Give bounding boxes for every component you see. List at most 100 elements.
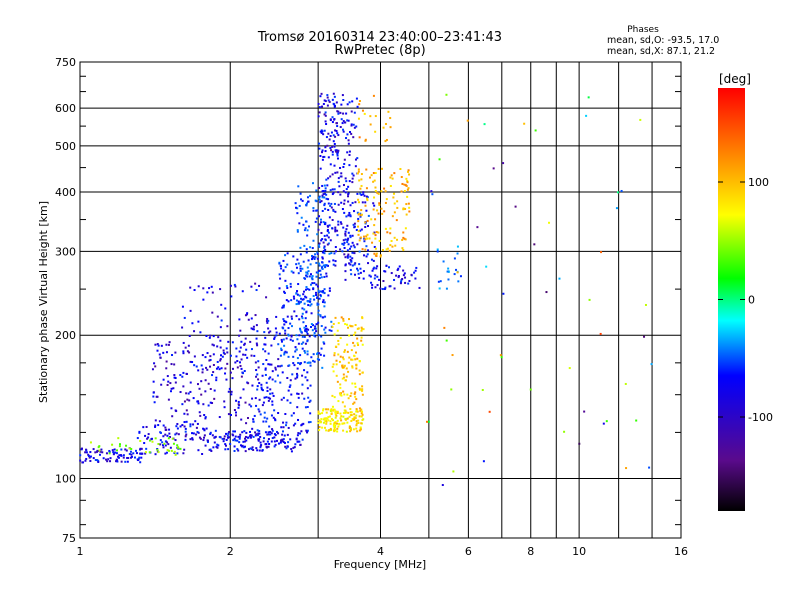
data-point xyxy=(258,438,261,441)
data-point xyxy=(151,368,154,371)
data-point xyxy=(296,376,299,379)
data-point xyxy=(395,274,398,277)
data-point xyxy=(301,392,304,395)
data-point xyxy=(320,239,323,242)
data-point xyxy=(300,198,303,201)
data-point xyxy=(343,409,346,412)
data-point xyxy=(274,366,277,369)
data-point xyxy=(184,430,187,433)
data-point xyxy=(216,360,219,363)
data-point xyxy=(284,279,287,282)
data-point xyxy=(307,200,310,203)
data-point xyxy=(436,248,439,251)
data-point xyxy=(327,236,330,239)
data-point xyxy=(79,454,82,457)
data-point xyxy=(276,374,279,377)
data-point xyxy=(443,326,446,329)
data-point xyxy=(328,289,331,292)
data-point xyxy=(96,450,99,453)
data-point xyxy=(324,146,327,149)
data-point xyxy=(383,288,386,291)
data-point xyxy=(321,316,324,319)
data-point xyxy=(327,132,330,135)
data-point xyxy=(502,162,505,165)
data-point xyxy=(351,181,354,184)
data-point xyxy=(322,421,325,424)
data-point xyxy=(306,379,309,382)
data-point xyxy=(624,382,627,385)
data-point xyxy=(349,236,352,239)
data-point xyxy=(336,110,339,113)
data-point xyxy=(217,336,220,339)
data-point xyxy=(275,315,278,318)
data-point xyxy=(236,439,239,442)
data-point xyxy=(360,228,363,231)
data-point xyxy=(403,237,406,240)
data-point xyxy=(360,408,363,411)
data-point xyxy=(353,354,356,357)
data-point xyxy=(308,225,311,228)
data-point xyxy=(354,201,357,204)
data-point xyxy=(325,411,328,414)
y-tick-label: 400 xyxy=(55,186,76,199)
data-point xyxy=(343,253,346,256)
data-point xyxy=(317,102,320,105)
data-point xyxy=(203,436,206,439)
data-point xyxy=(330,412,333,415)
data-point xyxy=(235,355,238,358)
data-point xyxy=(239,444,242,447)
data-point xyxy=(309,300,312,303)
data-point xyxy=(334,228,337,231)
data-point xyxy=(167,343,170,346)
data-point xyxy=(340,201,343,204)
data-point xyxy=(221,355,224,358)
data-point xyxy=(336,132,339,135)
data-point xyxy=(197,402,200,405)
data-point xyxy=(273,409,276,412)
data-point xyxy=(265,296,268,299)
data-point xyxy=(383,210,386,213)
data-point xyxy=(361,388,364,391)
data-point xyxy=(400,176,403,179)
data-point xyxy=(453,257,456,260)
data-point xyxy=(359,229,362,232)
data-point xyxy=(258,398,261,401)
data-point xyxy=(355,414,358,417)
data-point xyxy=(223,437,226,440)
data-point xyxy=(430,190,433,193)
data-point xyxy=(332,134,335,137)
data-point xyxy=(283,353,286,356)
data-point xyxy=(331,98,334,101)
data-point xyxy=(499,354,502,357)
data-point xyxy=(372,208,375,211)
data-point xyxy=(399,282,402,285)
data-point xyxy=(451,354,454,357)
data-point xyxy=(379,287,382,290)
data-point xyxy=(342,429,345,432)
data-point xyxy=(255,337,258,340)
data-point xyxy=(270,363,273,366)
data-point xyxy=(309,384,312,387)
data-point xyxy=(315,275,318,278)
data-point xyxy=(326,264,329,267)
data-point xyxy=(329,134,332,137)
data-point xyxy=(326,229,329,232)
data-point xyxy=(127,457,130,460)
data-point xyxy=(182,341,185,344)
data-point xyxy=(115,460,118,463)
data-point xyxy=(170,387,173,390)
data-point xyxy=(301,199,304,202)
data-point xyxy=(393,287,396,290)
data-point xyxy=(406,179,409,182)
data-point xyxy=(236,366,239,369)
data-point xyxy=(336,229,339,232)
data-point xyxy=(317,303,320,306)
data-point xyxy=(264,343,267,346)
data-point xyxy=(185,420,188,423)
data-point xyxy=(136,437,139,440)
data-point xyxy=(271,403,274,406)
data-point xyxy=(104,458,107,461)
data-point xyxy=(322,193,325,196)
data-point xyxy=(314,199,317,202)
data-point xyxy=(267,352,270,355)
